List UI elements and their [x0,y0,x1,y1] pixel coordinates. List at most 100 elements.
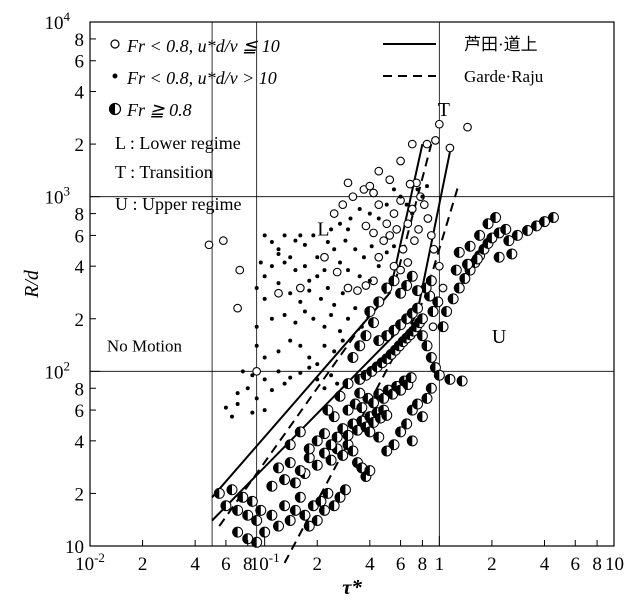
open-circle-point [274,288,283,298]
open-circle-point [396,265,405,275]
half-filled-circle-point [506,248,518,260]
regime-lower-label: L : Lower regime [115,133,241,153]
open-circle-point [235,265,245,275]
open-circle-point [389,209,399,218]
small-dot-point [332,302,337,307]
small-dot-point [276,251,281,256]
small-dot-point [353,306,358,311]
open-circle-point [348,192,358,202]
half-filled-circle-point [373,431,385,443]
small-dot-point [250,410,255,415]
half-filled-circle-point [364,306,376,318]
open-circle-point [389,261,399,271]
half-filled-circle-point [450,264,462,276]
small-dot-point [322,343,327,348]
open-circle-point [463,122,472,132]
small-dot-point [359,324,364,329]
open-circle-point [295,283,305,293]
half-filled-circle-point [401,280,413,292]
open-circle-point [410,236,419,245]
half-filled-circle-point [453,282,465,294]
x-axis-label: τ* [342,575,362,599]
half-filled-circle-point [251,536,263,548]
open-circle-point [343,283,353,293]
half-filled-circle-point [490,211,502,223]
y-tick-label: 2 [75,310,85,331]
small-dot-point [329,313,334,318]
half-filled-circle-point [284,439,296,451]
small-dot-point [410,211,415,216]
x-tick-label: 8 [243,554,253,575]
small-dot-point [254,324,259,329]
half-filled-circle-point [342,378,354,390]
half-filled-circle-point [406,435,418,447]
half-filled-circle-point [437,321,449,333]
small-dot-point [276,369,281,374]
open-circle-point [343,178,353,188]
half-filled-circle-point [342,404,354,416]
small-dot-point [258,260,263,265]
small-dot-point [367,211,372,216]
half-filled-circle-point [395,384,407,396]
small-dot-point [318,296,323,301]
open-circle-point [204,240,214,250]
small-dot-point [348,216,353,221]
regime-upper-label: U : Upper regime [115,194,241,214]
small-dot-point [282,313,287,318]
half-filled-circle-point [226,484,238,496]
open-circle-point [320,252,329,262]
open-circle-point [405,179,415,189]
line-legend: 芦田·道上 Garde·Raju [383,35,544,86]
half-filled-circle-point [339,484,351,496]
half-filled-circle-point [237,491,249,503]
small-dot-point [262,233,267,238]
small-dot-point [276,247,281,252]
half-filled-circle-point [342,429,354,441]
half-filled-circle-point [486,232,498,244]
x-tick-label: 8 [418,554,428,575]
y-tick-label: 104 [45,9,71,34]
half-filled-circle-point [322,487,334,499]
small-dot-point [329,373,334,378]
open-circle-point [332,267,342,277]
small-dot-point [250,373,255,378]
small-dot-point [322,386,327,391]
y-tick-label: 8 [75,30,85,51]
open-circle-point [407,139,417,149]
y-tick-label: 4 [75,83,85,104]
x-tick-label: 4 [365,554,375,575]
plot-frame [89,21,615,547]
open-circle-point [353,286,362,295]
small-dot-point [293,268,298,273]
half-filled-circle-point [266,509,278,521]
annotation-label: T [438,99,450,121]
x-tick-label: 10 [605,554,624,575]
y-tick-label: 2 [75,484,85,505]
half-filled-circle-point [364,465,376,477]
half-filled-circle-point [279,500,291,512]
small-dot-point [282,381,287,386]
half-filled-circle-point [511,229,523,241]
small-dot-point [322,268,327,273]
half-filled-circle-point [246,495,258,507]
small-dot-point [298,233,303,238]
half-filled-circle-point [474,229,486,241]
half-filled-circle-point [421,340,433,352]
small-dot-point [361,255,366,260]
open-circle-point [419,200,429,210]
small-dot-point [254,285,259,290]
small-dot-point [315,255,320,260]
line-legend-solid-label: 芦田·道上 [464,35,538,54]
x-tick-label: 1 [435,554,445,575]
y-tick-label: 8 [75,379,85,400]
half-filled-circle-point [354,387,366,399]
half-filled-circle-point [456,375,468,387]
open-circle-point [423,214,433,223]
half-filled-circle-point [416,313,428,325]
small-dot-point [262,408,267,413]
small-dot-point [288,375,293,380]
half-filled-circle-point [503,235,515,247]
half-filled-circle-point [378,392,390,404]
half-filled-circle-point [412,285,424,297]
